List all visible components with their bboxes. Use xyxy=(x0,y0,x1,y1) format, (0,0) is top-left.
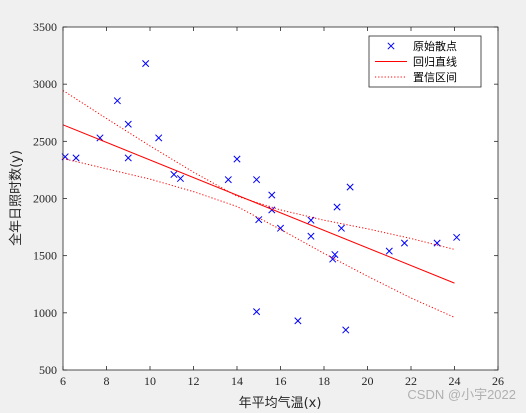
scatter-point xyxy=(268,206,276,214)
data-layer xyxy=(61,60,461,334)
y-tick-label: 500 xyxy=(39,363,57,377)
scatter-point xyxy=(294,317,302,325)
x-tick-label: 10 xyxy=(144,374,156,388)
y-tick-label: 2500 xyxy=(33,134,57,148)
confidence-bound-lower xyxy=(62,158,455,318)
scatter-point xyxy=(113,97,121,105)
y-tick-label: 2000 xyxy=(33,192,57,206)
y-tick-label: 1000 xyxy=(33,306,57,320)
regression-line xyxy=(62,124,455,284)
scatter-point xyxy=(329,255,337,263)
confidence-bound-upper xyxy=(62,90,455,250)
scatter-point xyxy=(453,233,461,241)
scatter-point xyxy=(176,174,185,183)
x-tick-label: 14 xyxy=(231,374,243,388)
x-tick-label: 6 xyxy=(60,374,66,388)
scatter-point xyxy=(337,224,345,232)
scatter-point xyxy=(124,154,132,162)
scatter-point xyxy=(72,154,80,162)
scatter-point xyxy=(253,308,261,316)
ticks-layer: 6 8 10 12 14 16 18 20 22 24 26 500 1000 1500 2000 2500 3… xyxy=(33,20,504,388)
scatter-point xyxy=(268,191,276,199)
scatter-point xyxy=(433,239,441,247)
x-tick-label: 18 xyxy=(318,374,330,388)
watermark: CSDN @小宇2022 xyxy=(407,387,516,402)
scatter-point xyxy=(255,216,263,224)
scatter-point xyxy=(253,176,261,184)
x-tick-label: 16 xyxy=(275,374,287,388)
scatter-point xyxy=(96,134,104,142)
scatter-point xyxy=(333,203,341,211)
scatter-point xyxy=(307,216,315,224)
legend-label: 回归直线 xyxy=(413,55,457,69)
scatter-point xyxy=(170,170,178,179)
x-tick-label: 24 xyxy=(449,374,461,388)
scatter-point xyxy=(331,250,339,259)
scatter-point xyxy=(346,183,354,191)
y-tick-label: 3500 xyxy=(33,20,57,34)
scatter-point xyxy=(233,155,241,163)
x-tick-label: 12 xyxy=(188,374,200,388)
scatter-point xyxy=(224,176,232,184)
y-tick-label: 1500 xyxy=(33,249,57,263)
x-tick-label: 26 xyxy=(492,374,504,388)
scatter-point xyxy=(155,134,163,142)
scatter-point xyxy=(385,247,393,255)
scatter-point xyxy=(142,60,150,68)
legend-label: 置信区间 xyxy=(413,71,457,84)
legend-marker-x xyxy=(387,42,395,50)
x-axis-label: 年平均气温(x) xyxy=(239,395,322,411)
y-tick-label: 3000 xyxy=(33,77,57,91)
x-tick-label: 8 xyxy=(104,374,110,388)
scatter-point xyxy=(342,326,350,334)
scatter-point xyxy=(307,232,315,240)
scatter-point xyxy=(276,224,285,232)
scatter-point xyxy=(124,120,132,128)
legend-label: 原始散点 xyxy=(413,39,457,53)
scatter-point xyxy=(400,239,409,247)
x-tick-label: 22 xyxy=(405,374,417,388)
x-tick-label: 20 xyxy=(362,374,374,388)
y-axis-label: 全年日照时数(y) xyxy=(8,150,24,246)
